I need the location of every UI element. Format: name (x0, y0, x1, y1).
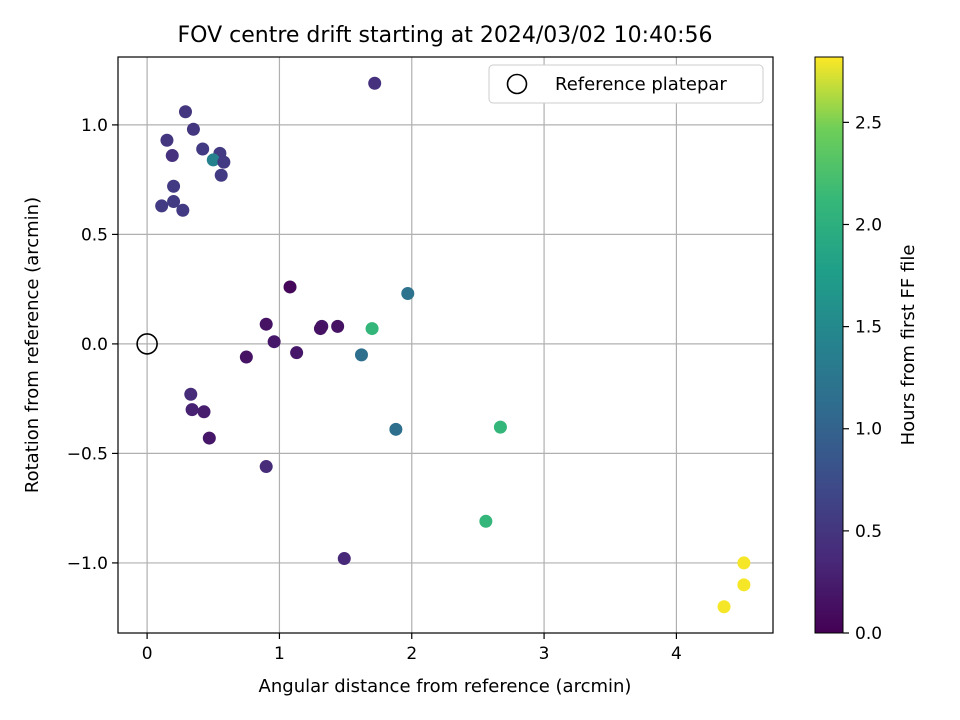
data-point (167, 179, 181, 193)
colorbar-tick-label: 0.5 (855, 522, 882, 542)
data-point (196, 142, 210, 156)
y-axis-label: Rotation from reference (arcmin) (22, 197, 43, 493)
data-point (267, 335, 281, 349)
legend-label: Reference platepar (555, 74, 727, 95)
data-point (479, 514, 493, 528)
colorbar-label: Hours from first FF file (898, 245, 919, 446)
data-point (331, 319, 345, 333)
data-point (259, 317, 273, 331)
y-tick-label: 1.0 (81, 116, 108, 136)
x-axis-ticks: 0 1 2 3 4 (142, 633, 682, 664)
data-point (239, 350, 253, 364)
data-point (493, 420, 507, 434)
colorbar-gradient (814, 56, 844, 634)
colorbar-tick-label: 2.5 (855, 113, 882, 133)
data-point (214, 168, 228, 182)
data-point (337, 552, 351, 566)
data-point (283, 280, 297, 294)
data-point (160, 133, 174, 147)
data-point (313, 322, 327, 336)
data-point (389, 422, 403, 436)
data-point (717, 600, 731, 614)
data-points (136, 76, 751, 614)
x-tick-label: 2 (406, 644, 417, 664)
data-point (259, 460, 273, 474)
chart-title: FOV centre drift starting at 2024/03/02 … (178, 23, 713, 48)
data-point (202, 431, 216, 445)
data-point (197, 405, 211, 419)
data-point (368, 76, 382, 90)
data-point (206, 153, 220, 167)
data-point (365, 322, 379, 336)
data-point (217, 155, 231, 169)
colorbar-ticks: 0.0 0.5 1.0 1.5 2.0 2.5 (843, 113, 882, 644)
colorbar-tick-label: 1.5 (855, 318, 882, 338)
plot-area-frame (117, 56, 774, 634)
data-point (165, 149, 179, 163)
x-tick-label: 1 (274, 644, 285, 664)
colorbar-tick-label: 0.0 (855, 624, 882, 644)
legend-marker (506, 73, 528, 95)
x-axis-label: Angular distance from reference (arcmin) (259, 676, 632, 697)
data-point (401, 287, 415, 301)
colorbar-tick-label: 1.0 (855, 420, 882, 440)
data-point (737, 578, 751, 592)
grid (118, 57, 773, 633)
data-point (354, 348, 368, 362)
legend: Reference platepar (488, 64, 764, 104)
y-axis-ticks: −1.0 −0.5 0.0 0.5 1.0 (67, 116, 118, 574)
x-tick-label: 3 (539, 644, 550, 664)
y-tick-label: −1.0 (67, 554, 108, 574)
y-tick-label: −0.5 (67, 444, 108, 464)
data-point (178, 105, 192, 119)
data-point (290, 346, 304, 360)
data-point (155, 199, 169, 213)
y-tick-label: 0.5 (81, 225, 108, 245)
x-tick-label: 0 (142, 644, 153, 664)
data-point (185, 403, 199, 417)
data-point (186, 122, 200, 136)
y-tick-label: 0.0 (81, 335, 108, 355)
reference-platepar-marker (136, 333, 158, 355)
data-point (737, 556, 751, 570)
x-tick-label: 4 (671, 644, 682, 664)
data-point (176, 203, 190, 217)
colorbar-tick-label: 2.0 (855, 215, 882, 235)
colorbar: 0.0 0.5 1.0 1.5 2.0 2.5 Hours from first FF f… (814, 56, 919, 644)
legend-box (488, 64, 764, 104)
data-point (184, 387, 198, 401)
data-point (167, 195, 181, 209)
